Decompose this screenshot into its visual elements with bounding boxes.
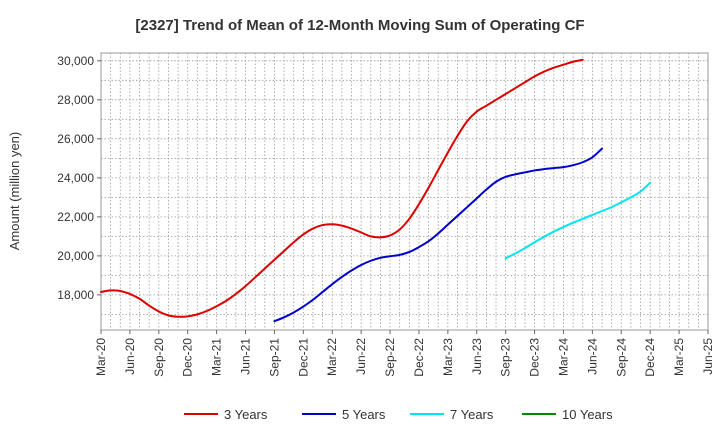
x-tick-label: Dec-22 <box>412 338 426 377</box>
x-tick-label: Jun-24 <box>585 338 599 375</box>
x-tick-label: Mar-21 <box>210 338 224 376</box>
legend-label: 5 Years <box>342 407 386 422</box>
chart-title: [2327] Trend of Mean of 12-Month Moving … <box>135 17 584 34</box>
x-tick-label: Sep-23 <box>499 338 513 377</box>
x-tick-label: Dec-24 <box>643 338 657 377</box>
legend: 3 Years 5 Years 7 Years 10 Years <box>184 407 613 422</box>
x-tick-label: Dec-21 <box>296 338 310 377</box>
x-tick-label: Mar-25 <box>672 338 686 376</box>
series-line-3-years <box>100 58 584 318</box>
legend-label: 7 Years <box>450 407 494 422</box>
x-axis-ticks: Mar-20 Jun-20 Sep-20 Dec-20 Mar-21 Jun-21 Sep-… <box>94 330 715 377</box>
y-tick-label: 20,000 <box>57 249 94 263</box>
x-tick-label: Jun-23 <box>470 338 484 375</box>
x-tick-label: Sep-21 <box>267 338 281 377</box>
y-tick-label: 26,000 <box>57 132 94 146</box>
plot-frame <box>100 52 709 331</box>
x-tick-label: Dec-23 <box>528 338 542 377</box>
y-tick-label: 28,000 <box>57 93 94 107</box>
x-tick-label: Jun-21 <box>239 338 253 375</box>
y-tick-label: 24,000 <box>57 171 94 185</box>
x-tick-label: Mar-24 <box>556 338 570 376</box>
y-axis-label: Amount (million yen) <box>7 132 22 251</box>
legend-label: 3 Years <box>224 407 268 422</box>
series-line-5-years <box>273 147 604 323</box>
x-tick-label: Jun-20 <box>123 338 137 375</box>
legend-label: 10 Years <box>562 407 613 422</box>
x-tick-label: Sep-20 <box>152 338 166 377</box>
x-tick-label: Mar-23 <box>441 338 455 376</box>
x-tick-label: Mar-22 <box>325 338 339 376</box>
x-tick-label: Jun-22 <box>354 338 368 375</box>
grid <box>101 53 708 330</box>
series-line-7-years <box>504 181 652 260</box>
x-tick-label: Sep-24 <box>614 338 628 377</box>
x-tick-label: Jun-25 <box>701 338 715 375</box>
series-lines <box>100 58 652 323</box>
y-tick-label: 30,000 <box>57 54 94 68</box>
x-tick-label: Dec-20 <box>181 338 195 377</box>
y-tick-label: 18,000 <box>57 288 94 302</box>
y-axis-ticks: 18,000 20,000 22,000 24,000 26,000 28,000 30,0… <box>57 54 101 302</box>
x-tick-label: Mar-20 <box>94 338 108 376</box>
x-tick-label: Sep-22 <box>383 338 397 377</box>
y-tick-label: 22,000 <box>57 210 94 224</box>
